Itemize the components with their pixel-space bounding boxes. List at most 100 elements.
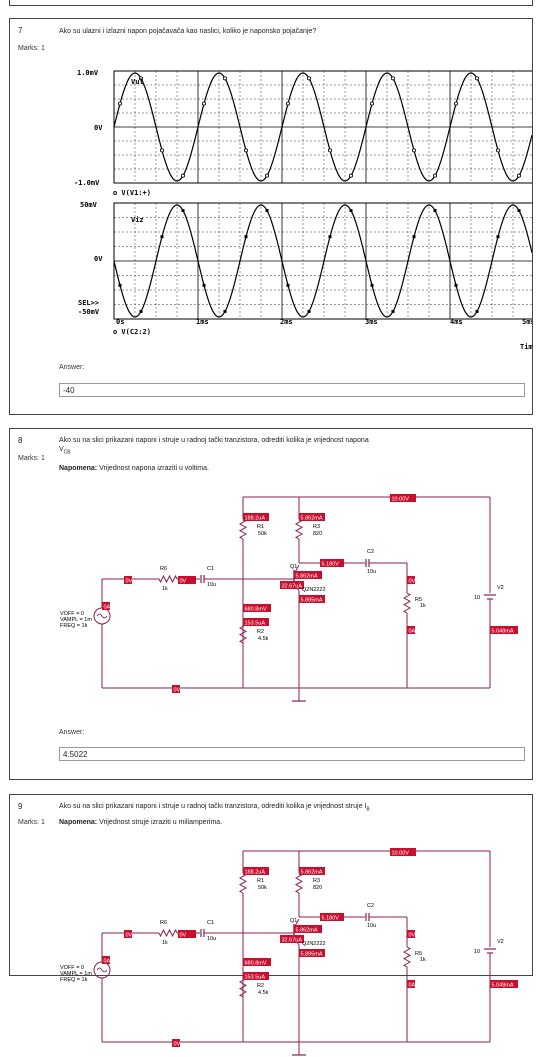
question-text: Ako su ulazni i izlazni napon pojačavača… <box>59 28 317 35</box>
v2-label: V2 <box>497 939 504 945</box>
trace-marker <box>159 148 164 153</box>
i-r2-tag: 153.5uA <box>245 621 266 627</box>
src-freq: FREQ = 1k <box>60 623 88 629</box>
question-text: Ako su na slici prikazani naponi i struj… <box>59 436 499 457</box>
trace-marker <box>201 101 206 106</box>
ac-sine-glyph <box>96 613 108 619</box>
i-c-tag-bg <box>294 925 322 933</box>
v2-value: 10 <box>474 949 480 955</box>
i-v2-tag-bg <box>490 626 518 634</box>
question-8-card: 8 Marks: 1 Ako su na slici prikazani nap… <box>9 428 533 780</box>
v-src-tag-bg <box>124 576 132 584</box>
answer-label: Answer: <box>59 364 85 371</box>
trace-marker <box>370 283 374 287</box>
i-r1-tag-bg <box>243 867 269 875</box>
i-c-tag: 5.862mA <box>296 574 318 580</box>
trace-marker <box>327 148 332 153</box>
v-b-tag-bg <box>243 604 271 612</box>
v-out-tag: 0V <box>409 933 416 939</box>
v-src-tag: 0V <box>126 579 133 585</box>
bottom-y-label-zero: 0V <box>94 255 103 263</box>
bottom-y-label-min: -50mV <box>78 308 100 316</box>
trace-marker <box>432 173 437 178</box>
voltage-symbol: V <box>59 446 64 453</box>
v-bottom-tag-bg <box>172 685 180 693</box>
i-r3-tag: 5.862mA <box>301 870 323 876</box>
v-src-tag: 0V <box>126 933 133 939</box>
trace-marker <box>181 209 185 213</box>
r6-label: R6 <box>160 920 167 926</box>
vcc-tag-bg <box>390 494 416 502</box>
resistor-r3 <box>294 518 304 540</box>
trace-marker <box>411 148 416 153</box>
trace-marker <box>180 173 185 178</box>
i-e-tag-bg <box>299 949 325 957</box>
i-e-tag: 5.895mA <box>301 952 323 958</box>
current-subscript: B <box>366 806 370 813</box>
trace-marker <box>286 283 290 287</box>
r5-label: R5 <box>415 951 422 957</box>
v-cap-in-tag: 0V <box>180 579 187 585</box>
v-cap-in-tag: 0V <box>180 933 187 939</box>
trace-marker <box>223 309 227 313</box>
question-9-card: 9 Marks: 1 Ako su na slici prikazani nap… <box>9 794 533 1056</box>
trace-marker <box>517 209 521 213</box>
trace-marker <box>516 173 521 178</box>
trace-marker <box>496 235 500 239</box>
i-v2-tag: 5.048mA <box>492 629 514 635</box>
v2-value: 10 <box>474 595 480 601</box>
i-out-tag: 0A <box>409 983 416 989</box>
answer-label: Answer: <box>59 729 85 736</box>
c2-value: 10u <box>367 569 376 575</box>
r5-value: 1k <box>420 603 426 609</box>
v-c-tag: 5.180V <box>322 916 340 922</box>
resistor-r1 <box>238 518 248 540</box>
v-b-tag: 680.8mV <box>245 961 267 967</box>
i-b-tag: 32.67uA <box>282 938 303 944</box>
i-src-tag: 0A <box>104 605 111 611</box>
question-number: 9 <box>18 802 23 811</box>
r3-value: 820 <box>313 885 322 891</box>
src-freq: FREQ = 1k <box>60 977 88 983</box>
trace-marker <box>160 235 164 239</box>
v-out-tag: 0V <box>409 579 416 585</box>
trace-marker <box>265 209 269 213</box>
r2-label: R2 <box>257 629 264 635</box>
resistor-r1 <box>238 872 248 894</box>
i-e-tag-bg <box>299 595 325 603</box>
note-text: Vrijednost napona izraziti u voltima. <box>99 465 209 472</box>
x-tick-0: 0s <box>116 318 124 326</box>
x-tick-3: 3ms <box>365 318 378 326</box>
plot-grid <box>114 71 532 183</box>
r5-label: R5 <box>415 597 422 603</box>
c1-label: C1 <box>207 566 214 572</box>
i-b-tag-bg <box>280 581 304 589</box>
top-y-label-zero: 0V <box>94 124 103 132</box>
trace-marker <box>433 209 437 213</box>
v-src-tag-bg <box>124 930 132 938</box>
q1-part: Q2N2222 <box>302 941 326 947</box>
r1-label: R1 <box>257 524 264 530</box>
v-out-tag-bg <box>407 930 415 938</box>
question-text-body: Ako su na slici prikazani naponi i struj… <box>59 437 369 444</box>
trace-marker <box>222 76 227 81</box>
trace-marker <box>306 76 311 81</box>
question-marks: Marks: 1 <box>18 45 45 52</box>
trace-marker <box>285 101 290 106</box>
answer-input[interactable]: 4.5022 <box>59 747 525 761</box>
answer-input[interactable]: -40 <box>59 383 525 397</box>
i-r2-tag: 153.5uA <box>245 975 266 981</box>
src-voff: VOFF = 0 <box>60 611 84 617</box>
r1-value: 50k <box>258 885 267 891</box>
question-text-body: Ako su na slici prikazani naponi i struj… <box>59 803 367 810</box>
trace-marker <box>474 76 479 81</box>
question-note: Napomena: Vrijednost struje izraziti u m… <box>59 819 222 826</box>
q1-label: Q1 <box>290 918 297 924</box>
note-text: Vrijednost struje izraziti u miliamperim… <box>99 819 223 826</box>
v-out-tag-bg <box>407 576 415 584</box>
r3-value: 820 <box>313 531 322 537</box>
r3-label: R3 <box>313 878 320 884</box>
plot-grid <box>114 203 532 319</box>
